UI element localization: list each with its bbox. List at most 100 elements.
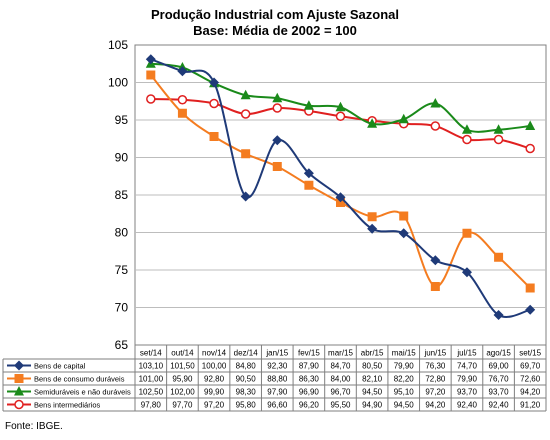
data-point xyxy=(461,267,472,278)
x-tick-label: abr/15 xyxy=(361,349,384,358)
data-point xyxy=(493,124,504,134)
data-label: 87,90 xyxy=(299,362,320,371)
data-label: 69,70 xyxy=(520,362,541,371)
data-label: 101,50 xyxy=(170,362,195,371)
data-label: 79,90 xyxy=(457,375,478,384)
data-label: 82,10 xyxy=(362,375,383,384)
legend-marker xyxy=(14,399,24,410)
table-row: Bens de consumo duráveis 101,00 95,90 92,80… xyxy=(7,374,541,384)
data-label: 101,00 xyxy=(139,375,164,384)
x-tick-label: set/14 xyxy=(140,349,162,358)
x-tick-label: jun/15 xyxy=(423,349,446,358)
x-tick-label: ago/15 xyxy=(486,349,511,358)
data-label: 93,70 xyxy=(489,388,510,397)
table-row: Bens de capital 103,10 101,50 100,00 84,80 92… xyxy=(7,360,541,371)
data-point xyxy=(493,310,504,320)
data-point xyxy=(304,180,314,190)
legend-entry: Bens de capital xyxy=(34,362,86,371)
y-tick-label: 90 xyxy=(115,151,129,165)
data-point xyxy=(525,304,536,315)
data-label: 94,50 xyxy=(362,388,383,397)
data-point xyxy=(335,101,346,112)
data-point xyxy=(367,223,378,234)
data-point xyxy=(303,100,314,110)
data-label: 97,70 xyxy=(172,401,193,410)
data-label: 84,70 xyxy=(330,362,351,371)
data-point xyxy=(399,211,409,221)
data-point xyxy=(272,92,283,103)
data-point xyxy=(240,109,251,119)
data-point xyxy=(209,98,219,109)
data-label: 95,50 xyxy=(330,401,351,410)
x-tick-label: set/15 xyxy=(519,349,541,358)
data-label: 91,20 xyxy=(520,401,541,410)
data-point xyxy=(430,255,441,266)
x-tick-label: dez/14 xyxy=(234,349,259,358)
y-tick-label: 80 xyxy=(115,226,129,240)
x-tick-label: mai/15 xyxy=(392,349,417,358)
data-label: 99,90 xyxy=(204,388,225,397)
data-label: 94,20 xyxy=(425,401,446,410)
x-tick-label: out/14 xyxy=(171,349,194,358)
data-label: 90,50 xyxy=(236,375,257,384)
data-label: 84,80 xyxy=(236,362,257,371)
data-point xyxy=(398,228,409,239)
data-label: 100,00 xyxy=(202,362,227,371)
data-label: 97,90 xyxy=(267,388,288,397)
series-1 xyxy=(146,70,535,293)
data-label: 94,90 xyxy=(362,401,383,410)
data-point xyxy=(493,134,504,145)
data-point xyxy=(367,212,377,222)
data-point xyxy=(461,124,472,134)
y-tick-label: 65 xyxy=(115,338,129,352)
data-point xyxy=(335,192,346,203)
data-point xyxy=(525,283,535,293)
data-label: 72,60 xyxy=(520,375,541,384)
data-label: 92,80 xyxy=(204,375,225,384)
legend-marker xyxy=(14,360,24,371)
data-label: 74,70 xyxy=(457,362,478,371)
data-point xyxy=(241,149,251,159)
data-label: 97,20 xyxy=(425,388,446,397)
data-point xyxy=(462,134,472,145)
data-point xyxy=(336,198,345,207)
data-point xyxy=(430,121,441,131)
data-point xyxy=(240,89,251,100)
data-point xyxy=(272,135,283,146)
data-point xyxy=(272,103,283,113)
chart-subtitle: Base: Média de 2002 = 100 xyxy=(193,23,357,38)
legend-entry: Bens intermediários xyxy=(34,401,101,410)
data-label: 96,60 xyxy=(267,401,288,410)
data-label: 84,00 xyxy=(330,375,351,384)
data-label: 92,30 xyxy=(267,362,288,371)
table-row: Bens intermediários 97,80 97,70 97,20 95,80 9… xyxy=(7,399,541,410)
data-label: 98,30 xyxy=(236,388,257,397)
legend-marker xyxy=(14,386,24,396)
data-label: 92,40 xyxy=(489,401,510,410)
data-label: 96,70 xyxy=(330,388,351,397)
data-point xyxy=(525,120,536,130)
data-label: 82,20 xyxy=(394,375,415,384)
data-point xyxy=(430,98,441,108)
x-tick-label: jan/15 xyxy=(265,349,288,358)
chart-title: Produção Industrial com Ajuste Sazonal xyxy=(150,7,399,22)
data-label: 92,40 xyxy=(457,401,478,410)
data-label: 80,50 xyxy=(362,362,383,371)
data-label: 72,80 xyxy=(425,375,446,384)
data-point xyxy=(462,228,472,238)
y-tick-label: 105 xyxy=(108,38,128,52)
data-point xyxy=(146,94,156,104)
data-label: 93,70 xyxy=(457,388,478,397)
data-point xyxy=(209,77,220,88)
data-label: 95,80 xyxy=(236,401,257,410)
data-label: 96,20 xyxy=(299,401,320,410)
x-tick-label: jul/15 xyxy=(456,349,477,358)
y-tick-label: 70 xyxy=(115,301,129,315)
data-label: 86,30 xyxy=(299,375,320,384)
data-point xyxy=(303,168,314,179)
data-point xyxy=(209,132,219,141)
legend-marker xyxy=(14,374,24,383)
x-tick-label: fev/15 xyxy=(298,349,320,358)
x-tick-label: mar/15 xyxy=(328,349,353,358)
